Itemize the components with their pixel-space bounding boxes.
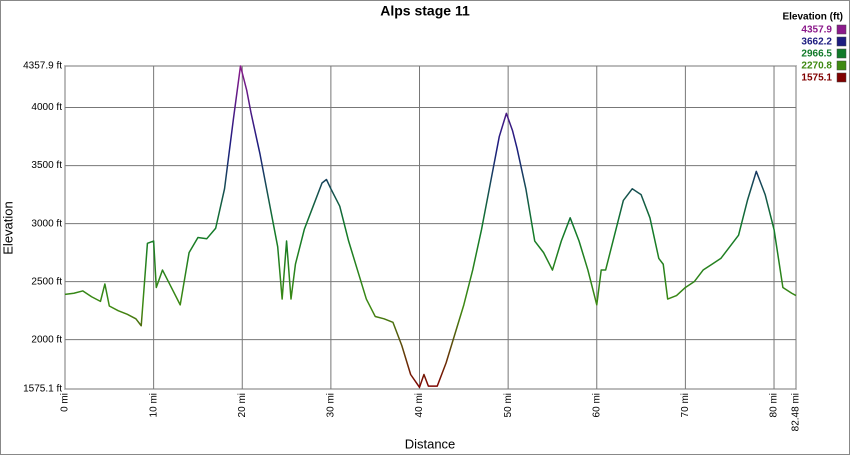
x-tick-label: 50 mi <box>503 393 514 417</box>
legend-label: 3662.2 <box>801 37 832 48</box>
y-tick-label: 2500 ft <box>31 276 62 287</box>
legend-swatch <box>836 48 847 59</box>
x-tick-label: 60 mi <box>591 393 602 417</box>
chart-title: Alps stage 11 <box>380 3 470 19</box>
legend-label: 1575.1 <box>801 73 832 84</box>
x-tick-label: 30 mi <box>326 393 337 417</box>
x-tick-label: 20 mi <box>237 393 248 417</box>
x-tick-label: 82.48 mi <box>791 393 802 431</box>
y-axis-label: Elevation <box>0 201 15 254</box>
legend-swatch <box>836 24 847 35</box>
x-tick-label: 80 mi <box>769 393 780 417</box>
plot-area <box>64 65 797 390</box>
y-tick-label: 2000 ft <box>31 334 62 345</box>
legend-label: 2966.5 <box>801 49 832 60</box>
y-tick-label: 1575.1 ft <box>23 384 62 395</box>
legend-swatch <box>836 60 847 71</box>
x-tick-label: 40 mi <box>414 393 425 417</box>
y-tick-label: 3500 ft <box>31 160 62 171</box>
x-axis-label: Distance <box>405 436 456 451</box>
legend-label: 4357.9 <box>801 25 832 36</box>
y-tick-label: 4357.9 ft <box>23 61 62 72</box>
legend-swatch <box>836 36 847 47</box>
legend-swatch <box>836 72 847 83</box>
y-tick-label: 3000 ft <box>31 218 62 229</box>
x-tick-label: 10 mi <box>148 393 159 417</box>
y-tick-label: 4000 ft <box>31 102 62 113</box>
x-tick-label: 0 mi <box>60 393 71 412</box>
elevation-line <box>64 65 797 389</box>
legend-title: Elevation (ft) <box>782 12 843 23</box>
x-tick-label: 70 mi <box>680 393 691 417</box>
legend-label: 2270.8 <box>801 61 832 72</box>
